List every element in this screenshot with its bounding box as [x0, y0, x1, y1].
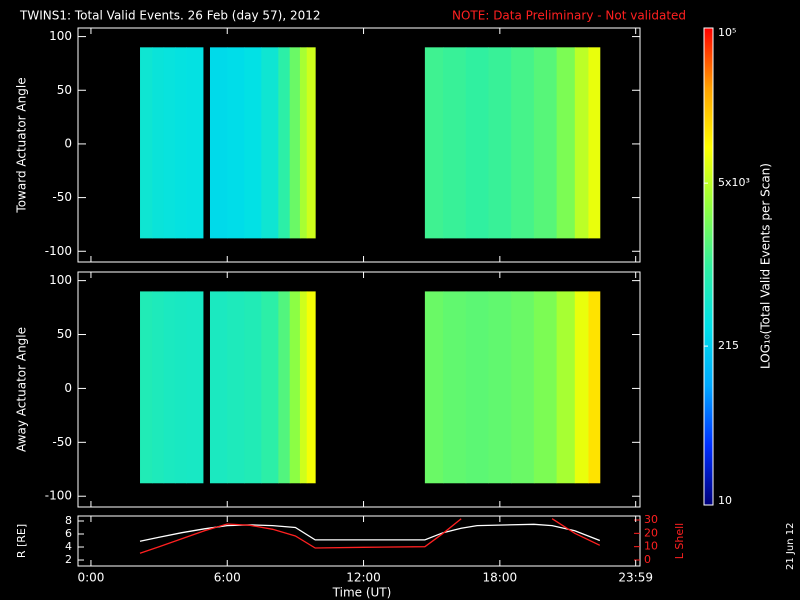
heat-cell — [186, 47, 204, 239]
heat-cell — [289, 291, 301, 484]
x-axis-label: Time (UT) — [332, 586, 392, 600]
colorbar — [703, 27, 714, 506]
heat-cell — [289, 47, 301, 239]
heat-cell — [163, 291, 176, 484]
heat-cell — [174, 47, 187, 239]
x-tick-label: 18:00 — [483, 571, 518, 585]
heat-cell — [574, 47, 589, 239]
y2-tick-label: 0 — [644, 553, 651, 566]
heat-cell — [556, 291, 576, 484]
y2-axis-label: L Shell — [673, 523, 686, 559]
y2-tick-label: 10 — [644, 540, 658, 553]
heat-cell — [140, 291, 153, 484]
panel-frame — [77, 515, 641, 567]
heat-cell — [443, 291, 467, 484]
heat-cell — [488, 47, 512, 239]
heat-cell — [163, 47, 176, 239]
y-tick-label: 100 — [49, 29, 72, 43]
chart-title: TWINS1: Total Valid Events. 26 Feb (day … — [19, 9, 320, 23]
heat-cell — [152, 47, 165, 239]
heat-cell — [306, 291, 316, 484]
y-tick-label: -100 — [45, 244, 72, 258]
panel-frame — [77, 27, 641, 263]
heat-cell — [244, 47, 262, 239]
heat-cell — [244, 291, 262, 484]
x-tick-label: 23:59 — [618, 571, 653, 585]
heat-cell — [511, 291, 535, 484]
y-tick-label: -100 — [45, 489, 72, 503]
x-tick-label: 0:00 — [77, 571, 104, 585]
heat-cell — [227, 291, 245, 484]
heat-cell — [227, 47, 245, 239]
y2-tick-label: 30 — [644, 513, 658, 526]
heat-cell — [443, 47, 467, 239]
panel-frame — [77, 271, 641, 508]
y-axis-label: Toward Actuator Angle — [15, 77, 29, 213]
y-tick-label: -50 — [52, 190, 72, 204]
x-tick-label: 12:00 — [346, 571, 381, 585]
date: 21 Jun 12 — [785, 523, 796, 570]
series-line — [139, 523, 601, 542]
x-tick-label: 6:00 — [214, 571, 241, 585]
heat-cell — [511, 47, 535, 239]
y-tick-label: 4 — [65, 540, 72, 553]
colorbar-tick-label: 5x10³ — [718, 176, 750, 189]
series-line — [139, 518, 601, 554]
heat-cell — [278, 291, 291, 484]
heat-cell — [533, 47, 558, 239]
y-tick-label: 8 — [65, 514, 72, 527]
y-tick-label: 100 — [49, 273, 72, 287]
y-tick-label: 2 — [65, 553, 72, 566]
note: NOTE: Data Preliminary - Not validated — [452, 9, 686, 23]
heat-cell — [306, 47, 316, 239]
colorbar-tick-label: 10 — [718, 494, 732, 507]
heat-cell — [209, 47, 228, 239]
y-tick-label: 50 — [57, 83, 72, 97]
y-tick-label: 0 — [64, 381, 72, 395]
heat-cell — [574, 291, 589, 484]
heat-cell — [140, 47, 153, 239]
y-axis-label: Away Actuator Angle — [15, 327, 29, 452]
heat-cell — [261, 291, 279, 484]
y-tick-label: 0 — [64, 136, 72, 150]
colorbar-tick-label: 10⁵ — [718, 26, 736, 39]
colorbar-label: LOG₁₀(Total Valid Events per Scan) — [759, 163, 773, 369]
heat-cell — [209, 291, 228, 484]
heat-cell — [588, 291, 601, 484]
y-axis-label: R [RE] — [15, 524, 28, 558]
y-tick-label: 6 — [65, 527, 72, 540]
y2-tick-label: 20 — [644, 526, 658, 539]
heat-cell — [488, 291, 512, 484]
heat-cell — [424, 47, 444, 239]
heat-cell — [424, 291, 444, 484]
heat-cell — [465, 291, 489, 484]
heat-cell — [186, 291, 204, 484]
heat-cell — [174, 291, 187, 484]
y-tick-label: -50 — [52, 435, 72, 449]
heat-cell — [588, 47, 601, 239]
heat-cell — [261, 47, 279, 239]
heat-cell — [299, 47, 308, 239]
heat-cell — [152, 291, 165, 484]
heat-cell — [278, 47, 291, 239]
y-tick-label: 50 — [57, 327, 72, 341]
heat-cell — [299, 291, 308, 484]
heat-cell — [465, 47, 489, 239]
colorbar-tick-label: 215 — [718, 339, 739, 352]
heat-cell — [556, 47, 576, 239]
heat-cell — [533, 291, 558, 484]
